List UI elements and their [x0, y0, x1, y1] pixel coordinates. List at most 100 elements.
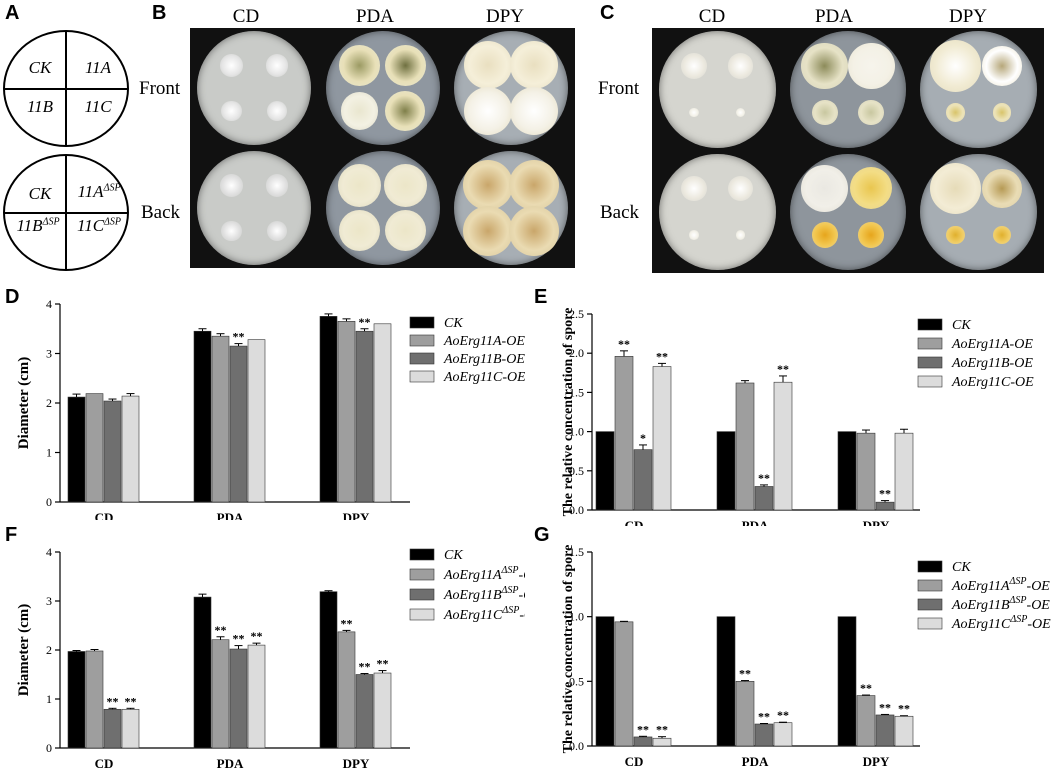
y-tick-label: 2.5 — [569, 307, 584, 321]
significance-mark: ** — [898, 702, 910, 716]
bar — [595, 616, 615, 747]
legend-label: CK — [952, 560, 971, 575]
panel-letter-e: E — [534, 286, 548, 308]
significance-mark: ** — [215, 623, 227, 637]
x-tick-label: DPY — [863, 518, 890, 526]
fungal-colony — [219, 53, 243, 77]
bar — [754, 723, 774, 747]
bar — [633, 449, 653, 511]
fungal-colony — [681, 53, 707, 79]
x-tick-label: PDA — [217, 756, 244, 768]
plate-photo-b — [190, 28, 575, 268]
bar — [229, 648, 248, 749]
x-tick-label: PDA — [742, 518, 769, 526]
significance-mark: ** — [233, 632, 245, 646]
fungal-colony — [929, 162, 981, 215]
fungal-colony — [735, 230, 746, 240]
y-tick-label: 2 — [46, 643, 52, 657]
significance-mark: ** — [107, 694, 119, 708]
legend-label: AoErg11CΔSP-OE — [951, 614, 1051, 632]
x-tick-label: CD — [625, 518, 644, 526]
fungal-colony — [464, 86, 512, 135]
petri-dish — [789, 31, 907, 148]
legend-label: AoErg11B-OE — [951, 356, 1033, 371]
y-tick-label: 2.0 — [569, 346, 584, 360]
plate-photo-c — [652, 28, 1044, 273]
legend-label: AoErg11C-OE — [443, 370, 525, 385]
petri-dish — [920, 153, 1037, 270]
legend-label: AoErg11CΔSP-OE — [443, 605, 525, 623]
fungal-colony — [946, 103, 965, 122]
bar — [319, 591, 338, 749]
bar — [754, 486, 774, 511]
fungal-colony — [384, 210, 426, 252]
legend-label: AoErg11BΔSP-OE — [951, 595, 1050, 613]
significance-mark: * — [640, 431, 646, 445]
quadrant-label-main: 11A — [77, 182, 104, 201]
legend-swatch — [409, 568, 435, 581]
fungal-colony — [266, 220, 288, 242]
fungal-colony — [385, 90, 426, 131]
plate-layout-diagram-bottom — [3, 154, 129, 271]
legend-swatch — [917, 356, 943, 369]
row-label-back: Back — [141, 202, 181, 223]
panel-letter-f: F — [5, 524, 18, 546]
significance-mark: ** — [656, 349, 668, 363]
fungal-colony — [384, 44, 426, 86]
legend-swatch — [917, 560, 943, 573]
significance-mark: ** — [860, 681, 872, 695]
bar — [355, 330, 374, 503]
petri-dish — [197, 151, 312, 265]
legend-swatch — [409, 316, 435, 329]
fungal-colony — [689, 230, 699, 240]
divider — [65, 156, 67, 269]
x-tick-label: PDA — [742, 754, 769, 768]
significance-mark: ** — [739, 667, 751, 681]
fungal-colony — [946, 225, 965, 245]
fungal-colony — [801, 42, 848, 90]
fungal-colony — [811, 222, 838, 248]
bar — [67, 396, 86, 503]
petri-dish — [453, 151, 568, 265]
legend-label: AoErg11AΔSP-OE — [443, 565, 525, 583]
bar — [103, 708, 122, 749]
bar — [121, 395, 140, 503]
fungal-colony — [339, 210, 381, 252]
y-axis-label: Diameter (cm) — [16, 604, 32, 697]
quadrant-label-main: 11C — [76, 216, 105, 235]
column-label-dpy: DPY — [948, 6, 988, 27]
bar — [247, 644, 266, 749]
panel-letter-g: G — [534, 524, 550, 546]
y-tick-label: 1.0 — [569, 610, 584, 624]
row-label-back: Back — [600, 202, 640, 223]
fungal-colony — [338, 163, 382, 207]
legend-label: CK — [444, 548, 463, 563]
quadrant-label: CK — [28, 184, 52, 203]
chart-d-diameter: 0 1 2 3 4 Diameter (cm) CD PDA ** DPY ** CK AoErg11A… — [16, 297, 525, 520]
fungal-colony — [219, 173, 243, 197]
legend-swatch — [409, 608, 435, 621]
legend-label: CK — [444, 316, 463, 331]
bar — [121, 708, 140, 749]
fungal-colony — [848, 42, 895, 90]
legend-swatch — [917, 318, 943, 331]
legend-swatch — [409, 588, 435, 601]
panel-letter-a: A — [5, 2, 20, 24]
y-tick-label: 0.5 — [569, 464, 584, 478]
bar — [337, 631, 356, 749]
bar — [103, 400, 122, 503]
quadrant-label-main: 11B — [16, 216, 43, 235]
x-tick-label: DPY — [343, 510, 370, 520]
quadrant-label-sup: ΔSP — [42, 216, 60, 228]
y-tick-label: 0.5 — [569, 674, 584, 688]
significance-mark: ** — [377, 657, 389, 671]
bar — [211, 639, 230, 749]
bar — [837, 431, 857, 511]
bar — [652, 737, 672, 747]
x-tick-label: CD — [95, 756, 114, 768]
fungal-colony — [727, 175, 754, 202]
bar — [229, 345, 248, 503]
fungal-colony — [339, 44, 381, 86]
